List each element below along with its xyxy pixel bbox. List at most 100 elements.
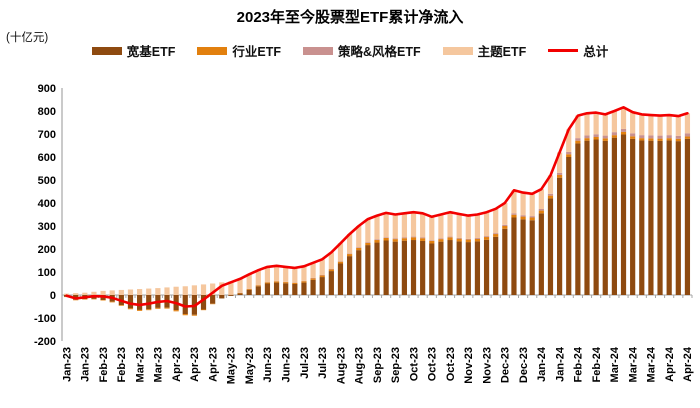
bar-segment-strategy-style-etf <box>474 237 481 239</box>
bar-segment-theme-etf <box>410 212 417 237</box>
bar-segment-industry-etf <box>474 238 481 242</box>
bar-segment-industry-etf <box>456 238 462 242</box>
bar-segment-strategy-style-etf <box>429 240 435 241</box>
bar-segment-strategy-style-etf <box>648 135 654 139</box>
bar-segment-industry-etf <box>538 210 544 214</box>
bar-segment-theme-etf <box>328 252 334 270</box>
bar-segment-theme-etf <box>529 193 535 217</box>
bar-segment-theme-etf <box>666 115 672 136</box>
svg-text:200: 200 <box>38 244 56 256</box>
bar-segment-theme-etf <box>173 286 179 295</box>
svg-text:-200: -200 <box>34 336 56 348</box>
chart-title: 2023年至今股票型ETF累计净流入 <box>236 9 464 26</box>
bar-segment-theme-etf <box>237 278 243 293</box>
bar-segment-broad-based-etf <box>319 277 325 295</box>
bars-theme-etf <box>63 107 691 295</box>
x-axis-label: Aug-23 <box>335 347 347 384</box>
bar-segment-broad-based-etf <box>602 140 608 295</box>
x-axis-label: Sep-23 <box>372 347 384 383</box>
bar-segment-theme-etf <box>73 293 79 295</box>
bar-segment-industry-etf <box>182 314 188 316</box>
bar-segment-industry-etf <box>547 195 554 199</box>
bar-segment-broad-based-etf <box>137 295 143 310</box>
bar-segment-industry-etf <box>438 239 444 242</box>
bar-segment-industry-etf <box>173 310 179 312</box>
bar-segment-theme-etf <box>365 219 371 243</box>
bar-segment-strategy-style-etf <box>438 238 444 240</box>
bar-segment-theme-etf <box>118 289 124 295</box>
bar-segment-theme-etf <box>511 190 517 214</box>
bar-segment-broad-based-etf <box>246 289 252 295</box>
bar-segment-theme-etf <box>420 213 426 238</box>
x-axis-label: Feb-24 <box>591 346 603 382</box>
bar-segment-broad-based-etf <box>666 140 672 295</box>
bar-segment-strategy-style-etf <box>666 135 672 139</box>
bar-segment-broad-based-etf <box>520 219 526 295</box>
bar-segment-theme-etf <box>465 215 471 239</box>
x-axis-label: Dec-23 <box>500 347 512 383</box>
bar-segment-broad-based-etf <box>538 213 544 295</box>
x-axis-label: Apr-23 <box>208 347 220 382</box>
x-axis-label: Mar-23 <box>134 347 146 382</box>
bar-segment-broad-based-etf <box>292 283 298 295</box>
bar-segment-industry-etf <box>684 136 691 139</box>
bar-segment-industry-etf <box>557 174 563 178</box>
bar-segment-industry-etf <box>127 308 134 310</box>
x-axis-label: Jan-24 <box>554 346 566 382</box>
bar-segment-strategy-style-etf <box>456 237 462 239</box>
bar-segment-strategy-style-etf <box>602 135 608 139</box>
bar-segment-strategy-style-etf <box>630 133 636 137</box>
bar-segment-broad-based-etf <box>657 140 663 295</box>
bar-segment-broad-based-etf <box>630 138 636 295</box>
x-axis-label: Feb-24 <box>573 346 585 382</box>
bar-segment-theme-etf <box>164 287 170 295</box>
bar-segment-broad-based-etf <box>219 295 225 299</box>
bar-segment-broad-based-etf <box>593 139 599 295</box>
bar-segment-broad-based-etf <box>474 241 481 295</box>
bar-segment-theme-etf <box>319 259 325 275</box>
bar-segment-broad-based-etf <box>429 243 435 295</box>
legend-item-industry-etf: 行业ETF <box>197 41 281 60</box>
bar-segment-industry-etf <box>191 314 197 316</box>
bar-segment-industry-etf <box>200 309 207 311</box>
bar-segment-theme-etf <box>127 289 134 295</box>
bar-segment-industry-etf <box>675 138 681 142</box>
bar-segment-industry-etf <box>529 217 535 221</box>
bar-segment-theme-etf <box>684 113 691 134</box>
bar-segment-theme-etf <box>191 285 197 295</box>
x-axis-label: Feb-23 <box>98 347 110 382</box>
bar-segment-industry-etf <box>575 140 581 144</box>
bar-segment-theme-etf <box>429 216 435 241</box>
x-axis-label: Mar-24 <box>609 346 621 382</box>
bar-segment-industry-etf <box>283 282 289 284</box>
bar-segment-theme-etf <box>620 107 627 129</box>
bar-segment-broad-based-etf <box>620 134 627 295</box>
bar-segment-theme-etf <box>210 283 216 295</box>
bar-segment-theme-etf <box>584 113 590 136</box>
bar-segment-theme-etf <box>182 286 188 295</box>
bar-segment-strategy-style-etf <box>611 132 617 136</box>
legend-item-strategy-style-etf: 策略&风格ETF <box>302 41 421 60</box>
bar-segment-broad-based-etf <box>383 240 389 295</box>
bar-segment-broad-based-etf <box>648 140 654 295</box>
bar-segment-broad-based-etf <box>237 293 243 295</box>
bar-segment-industry-etf <box>155 307 161 309</box>
x-axis-label: Jan-23 <box>80 347 92 382</box>
bar-segment-strategy-style-etf <box>584 135 590 139</box>
bar-segment-strategy-style-etf <box>410 236 417 238</box>
bar-segment-broad-based-etf <box>264 283 271 295</box>
bar-segment-theme-etf <box>146 288 152 295</box>
bar-segment-industry-etf <box>383 237 389 241</box>
bar-segment-industry-etf <box>273 281 280 283</box>
bar-segment-theme-etf <box>657 115 663 136</box>
bar-segment-theme-etf <box>401 213 407 238</box>
bar-segment-theme-etf <box>538 189 544 209</box>
svg-text:300: 300 <box>38 221 56 233</box>
bar-segment-theme-etf <box>438 214 444 239</box>
bar-segment-industry-etf <box>164 307 170 309</box>
legend-line-marker-total <box>548 49 579 52</box>
bar-segment-industry-etf <box>347 254 353 257</box>
bar-segment-broad-based-etf <box>283 283 289 295</box>
bar-segment-strategy-style-etf <box>383 237 389 238</box>
legend-item-total: 总计 <box>548 41 608 60</box>
